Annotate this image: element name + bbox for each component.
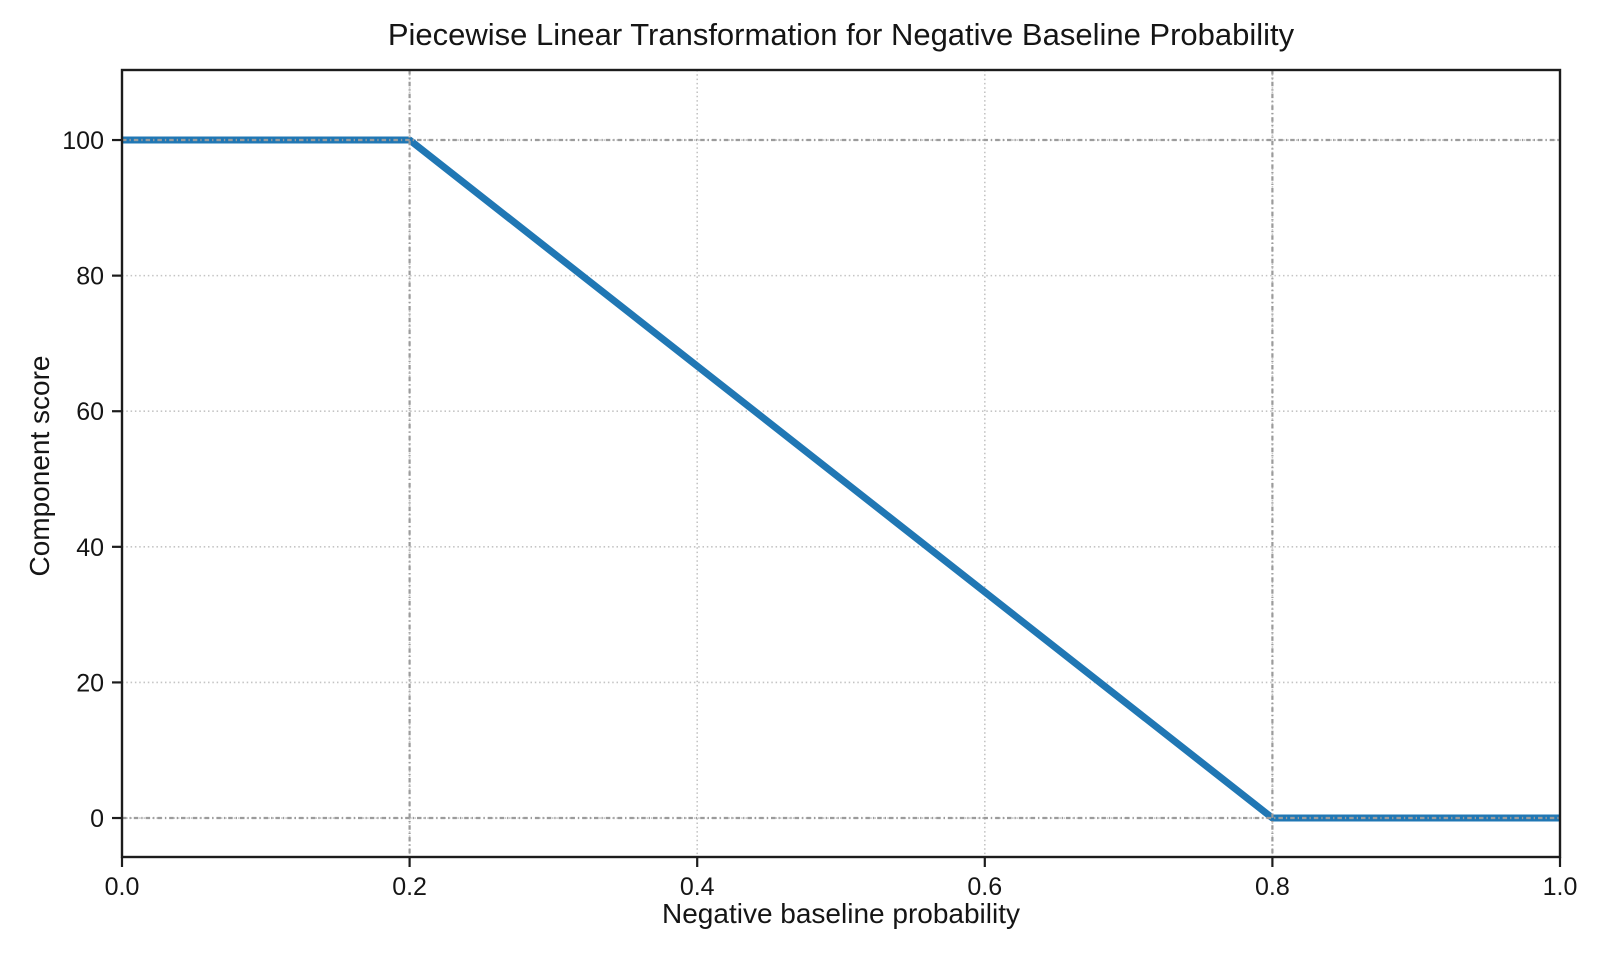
y-tick-label: 0	[90, 805, 104, 833]
x-tick-label: 0.2	[392, 873, 427, 901]
x-tick-label: 0.0	[105, 873, 140, 901]
chart-title: Piecewise Linear Transformation for Nega…	[387, 17, 1295, 52]
series-line	[122, 136, 1560, 822]
y-tick-label: 20	[76, 669, 104, 697]
x-tick-label: 0.8	[1255, 873, 1290, 901]
x-tick-label: 0.6	[967, 873, 1002, 901]
y-tick-label: 80	[76, 263, 104, 291]
y-axis-label: Component score	[24, 355, 55, 577]
x-tick-label: 1.0	[1543, 873, 1578, 901]
x-tick-label: 0.4	[680, 873, 715, 901]
x-axis-label: Negative baseline probability	[662, 898, 1020, 929]
y-tick-label: 100	[62, 127, 104, 155]
y-tick-label: 40	[76, 534, 104, 562]
y-tick-label: 60	[76, 398, 104, 426]
axes-frame	[120, 68, 1562, 859]
